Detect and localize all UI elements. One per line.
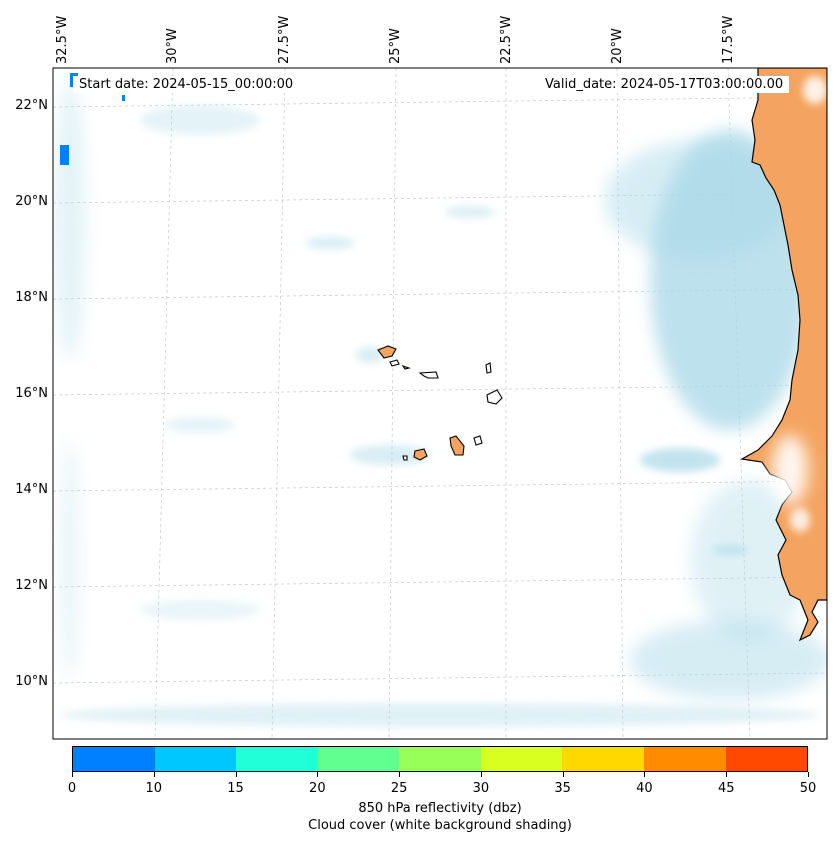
colorbar-tick-label: 50 [799, 781, 817, 796]
lat-label: 14°N [15, 482, 48, 497]
lat-label: 22°N [15, 98, 48, 113]
lon-label: 22.5°W [499, 15, 514, 64]
colorbar-tick-label: 10 [145, 781, 163, 796]
lon-label: 30°W [165, 28, 180, 64]
colorbar-tick [235, 772, 237, 777]
colorbar-tick [72, 772, 73, 777]
reflectivity-echoes [60, 73, 125, 165]
lat-label: 10°N [15, 674, 48, 689]
map-frame [52, 67, 828, 740]
lat-label: 18°N [15, 290, 48, 305]
reflectivity-colorbar [72, 746, 808, 772]
lat-label: 16°N [15, 386, 48, 401]
colorbar-segment [399, 747, 481, 771]
colorbar-tick-label: 20 [309, 781, 326, 796]
colorbar-segment [643, 747, 726, 771]
colorbar-tick [644, 772, 646, 777]
colorbar-tick-label: 30 [472, 781, 490, 796]
colorbar-tick [808, 772, 809, 777]
colorbar-tick-label: 0 [67, 781, 77, 796]
lon-label: 32.5°W [55, 15, 70, 64]
colorbar-tick [153, 772, 155, 777]
valid-date-label: Valid_date: 2024-05-17T03:00:00.00 [539, 76, 790, 93]
lat-label: 12°N [15, 578, 48, 593]
colorbar-tick-label: 25 [390, 781, 408, 796]
colorbar-label: 850 hPa reflectivity (dbz) [358, 801, 522, 816]
colorbar-segment [236, 747, 318, 771]
colorbar-tick-label: 35 [554, 781, 571, 796]
colorbar-segment [562, 747, 644, 771]
colorbar-segment [73, 747, 155, 771]
colorbar-sublabel: Cloud cover (white background shading) [308, 818, 572, 833]
colorbar-tick [317, 772, 319, 777]
colorbar-tick [562, 772, 564, 777]
cloud-cover-shading [54, 80, 827, 727]
colorbar-tick [399, 772, 401, 777]
cape-verde-islands [377, 345, 503, 461]
lon-label: 25°W [388, 28, 403, 64]
colorbar-segment [154, 747, 237, 771]
colorbar-tick-label: 45 [717, 781, 735, 796]
colorbar-segment [480, 747, 563, 771]
colorbar-tick [726, 772, 728, 777]
lon-label: 20°W [610, 28, 625, 64]
lat-label: 20°N [15, 194, 48, 209]
lon-label: 17.5°W [721, 15, 736, 64]
colorbar-tick-label: 15 [227, 781, 244, 796]
colorbar-tick [480, 772, 482, 777]
colorbar-segment [317, 747, 400, 771]
colorbar-tick-label: 40 [636, 781, 653, 796]
africa-land [740, 68, 827, 642]
start-date-label: Start date: 2024-05-15_00:00:00 [73, 76, 300, 93]
colorbar-segment [725, 747, 808, 771]
lon-label: 27.5°W [277, 15, 292, 64]
